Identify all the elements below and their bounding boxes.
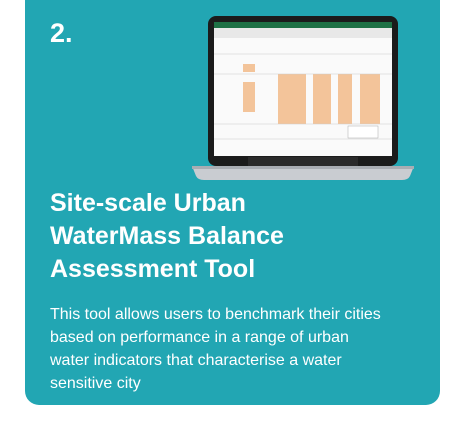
card-number: 2. <box>50 18 73 48</box>
laptop-image <box>192 16 414 180</box>
card-description: This tool allows users to benchmark thei… <box>50 306 381 392</box>
card-title: Site-scale Urban WaterMass Balance Asses… <box>50 189 284 283</box>
card: 2. Site-scale Urban WaterMass Balance As… <box>25 0 440 405</box>
